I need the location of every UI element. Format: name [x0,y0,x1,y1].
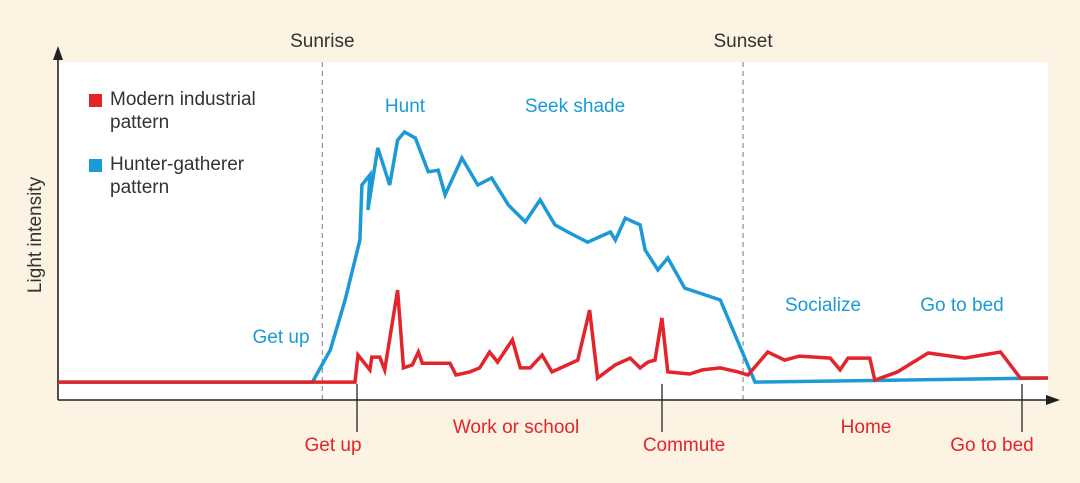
annotation: Seek shade [525,96,625,117]
reference-label: Sunset [714,31,774,52]
y-axis-label: Light intensity [25,176,46,293]
legend-label: Hunter-gatherer pattern [110,154,245,198]
annotation: Go to bed [950,435,1033,456]
series-line [58,289,1048,384]
x-axis-arrow [1046,395,1060,405]
y-axis-arrow [53,46,63,60]
annotation: Commute [643,435,725,456]
annotation: Home [841,417,892,438]
plot-area [58,62,1048,400]
annotation: Get up [252,327,309,348]
legend-label: Modern industrial pattern [110,89,256,133]
annotation: Work or school [453,417,579,438]
annotation: Socialize [785,295,861,316]
annotation: Get up [304,435,361,456]
annotation: Go to bed [920,295,1003,316]
legend-swatch [89,159,102,172]
legend-swatch [89,94,102,107]
series-line [58,129,1049,384]
annotation: Hunt [385,96,426,117]
reference-label: Sunrise [290,31,354,52]
